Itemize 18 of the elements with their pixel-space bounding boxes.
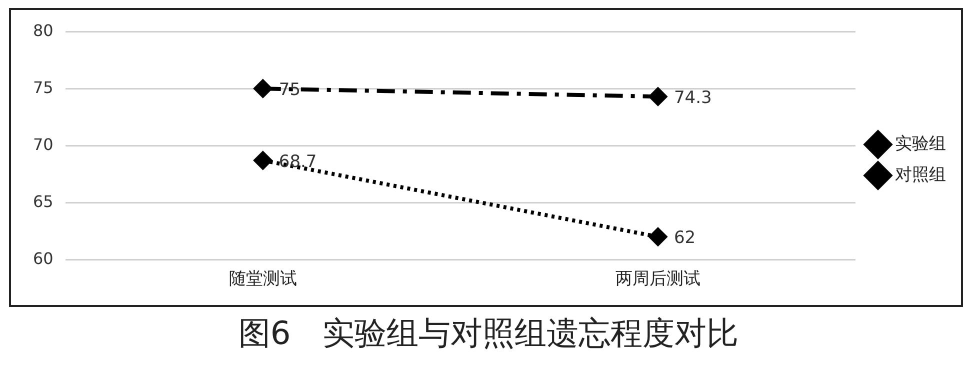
point <box>648 88 667 106</box>
y-tick-label: 80 <box>33 20 54 40</box>
y-tick-label: 75 <box>33 78 54 97</box>
x-tick-label: 两周后测试 <box>615 269 700 290</box>
data-label: 62 <box>674 228 696 248</box>
data-label: 74.3 <box>674 88 712 108</box>
text: 图6 实验组与对照组遗忘程度对比 <box>237 313 740 354</box>
point <box>648 228 667 246</box>
legend-label: 对照组 <box>895 164 946 185</box>
y-tick-label: 65 <box>33 192 54 211</box>
y-tick-label: 60 <box>33 248 54 268</box>
y-tick-label: 70 <box>33 134 54 154</box>
data-label: 75 <box>278 80 301 100</box>
legend-label: 实验组 <box>895 134 946 154</box>
x-tick-label: 随堂测试 <box>228 269 297 290</box>
point <box>254 151 272 170</box>
point <box>254 80 272 98</box>
data-label: 68.7 <box>278 152 317 172</box>
